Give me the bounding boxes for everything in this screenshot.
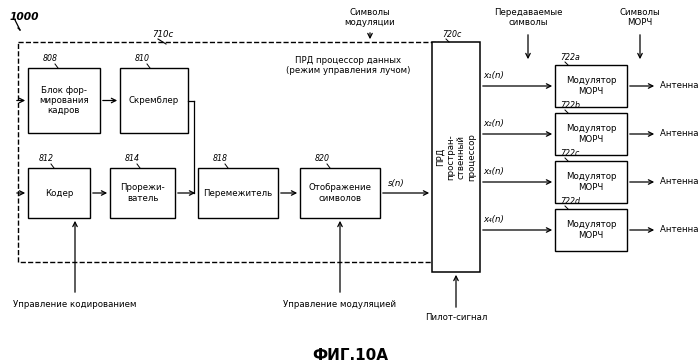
Text: Управление модуляцией: Управление модуляцией xyxy=(284,300,397,309)
Text: Антенна 2: Антенна 2 xyxy=(660,130,700,139)
Text: Антенна 4: Антенна 4 xyxy=(660,226,700,235)
Bar xyxy=(28,68,100,133)
Text: Отображение
символов: Отображение символов xyxy=(309,183,372,203)
Text: Модулятор
МОРЧ: Модулятор МОРЧ xyxy=(566,172,616,192)
Text: 808: 808 xyxy=(43,54,57,63)
Text: Антенна 1: Антенна 1 xyxy=(660,82,700,91)
Text: 812: 812 xyxy=(38,154,53,163)
Text: Символы
модуляции: Символы модуляции xyxy=(344,8,395,27)
Text: Антенна 3: Антенна 3 xyxy=(660,178,700,187)
Text: 722b: 722b xyxy=(560,101,580,110)
Text: 814: 814 xyxy=(125,154,139,163)
Text: Символы
МОРЧ: Символы МОРЧ xyxy=(620,8,660,27)
Bar xyxy=(198,168,278,218)
Text: x₃(n): x₃(n) xyxy=(483,167,504,176)
Bar xyxy=(555,161,627,203)
Bar xyxy=(120,68,188,133)
Text: ПРД процессор данных
(режим управления лучом): ПРД процессор данных (режим управления л… xyxy=(286,56,410,75)
Bar xyxy=(300,168,380,218)
Text: ПРД
простран-
ственный
процессор: ПРД простран- ственный процессор xyxy=(436,133,476,181)
Text: 722c: 722c xyxy=(560,149,580,158)
Text: Модулятор
МОРЧ: Модулятор МОРЧ xyxy=(566,220,616,240)
Bar xyxy=(110,168,175,218)
Text: Пилот-сигнал: Пилот-сигнал xyxy=(425,313,487,322)
Bar xyxy=(555,65,627,107)
Text: 1000: 1000 xyxy=(10,12,39,22)
Text: 720c: 720c xyxy=(442,30,461,39)
Text: s(n): s(n) xyxy=(388,179,405,188)
Text: 722a: 722a xyxy=(560,53,580,62)
Text: Модулятор
МОРЧ: Модулятор МОРЧ xyxy=(566,76,616,96)
Bar xyxy=(555,209,627,251)
Text: x₁(n): x₁(n) xyxy=(483,71,504,80)
Text: Скремблер: Скремблер xyxy=(129,96,179,105)
Text: x₂(n): x₂(n) xyxy=(483,119,504,128)
Text: Кодер: Кодер xyxy=(45,188,74,197)
Text: 818: 818 xyxy=(213,154,228,163)
Text: Передаваемые
символы: Передаваемые символы xyxy=(494,8,562,27)
Text: Блок фор-
мирования
кадров: Блок фор- мирования кадров xyxy=(39,86,89,116)
Text: Модулятор
МОРЧ: Модулятор МОРЧ xyxy=(566,124,616,144)
Text: x₄(n): x₄(n) xyxy=(483,215,504,224)
Text: 820: 820 xyxy=(314,154,330,163)
Bar xyxy=(18,42,438,262)
Text: Управление кодированием: Управление кодированием xyxy=(13,300,137,309)
Bar xyxy=(28,168,90,218)
Bar xyxy=(432,42,480,272)
Text: ФИГ.10А: ФИГ.10А xyxy=(312,348,388,361)
Bar xyxy=(555,113,627,155)
Text: 710c: 710c xyxy=(153,30,174,39)
Text: 810: 810 xyxy=(134,54,150,63)
Text: 722d: 722d xyxy=(560,197,580,206)
Text: Перемежитель: Перемежитель xyxy=(204,188,272,197)
Text: Прорежи-
ватель: Прорежи- ватель xyxy=(120,183,165,203)
